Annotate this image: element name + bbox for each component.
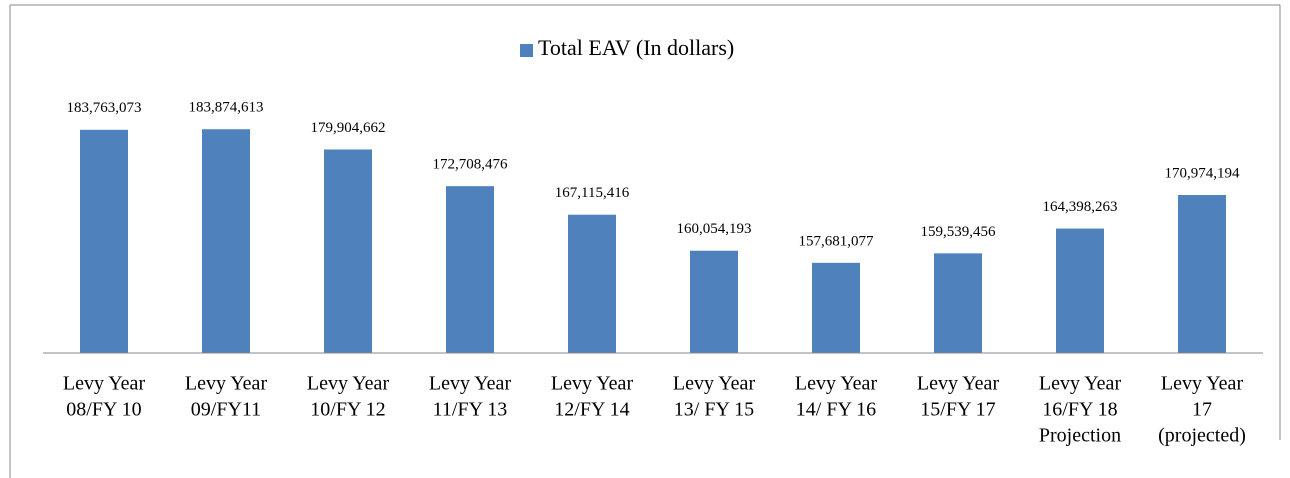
bar xyxy=(1178,195,1226,353)
x-tick-label: Levy Year xyxy=(917,373,1000,395)
value-label: 183,763,073 xyxy=(67,100,142,116)
value-label: 170,974,194 xyxy=(1165,165,1241,181)
bar xyxy=(1056,228,1104,353)
x-tick-label: Levy Year xyxy=(1039,373,1122,395)
x-tick-label: Levy Year xyxy=(429,373,512,395)
bar xyxy=(446,186,494,353)
x-tick-label: 09/FY11 xyxy=(191,399,261,421)
value-label: 179,904,662 xyxy=(311,120,386,136)
x-tick-label: 14/ FY 16 xyxy=(796,399,876,421)
x-tick-label: Levy Year xyxy=(1161,373,1244,395)
bar xyxy=(80,129,128,353)
bar xyxy=(690,250,738,353)
value-label: 172,708,476 xyxy=(433,157,509,173)
x-tick-label: Levy Year xyxy=(307,373,390,395)
x-tick-label: 16/FY 18 xyxy=(1042,399,1117,421)
x-tick-label: Levy Year xyxy=(673,373,756,395)
value-label: 159,539,456 xyxy=(921,224,997,240)
bar xyxy=(812,262,860,353)
bar xyxy=(568,214,616,353)
x-tick-label: Levy Year xyxy=(63,373,146,395)
bar xyxy=(202,129,250,353)
bar xyxy=(934,253,982,353)
x-tick-label: 11/FY 13 xyxy=(433,399,508,421)
bar xyxy=(324,149,372,353)
x-tick-label: 13/ FY 15 xyxy=(674,399,754,421)
x-tick-label: Levy Year xyxy=(185,373,268,395)
legend: Total EAV (In dollars) xyxy=(520,35,734,60)
value-label: 160,054,193 xyxy=(677,221,752,237)
x-tick-label: Projection xyxy=(1039,425,1121,447)
x-tick-label: 17 xyxy=(1192,399,1212,421)
value-label: 167,115,416 xyxy=(555,185,630,201)
legend-label: Total EAV (In dollars) xyxy=(538,35,734,60)
value-label: 157,681,077 xyxy=(799,233,875,249)
x-tick-label: 12/FY 14 xyxy=(554,399,629,421)
x-tick-label: 10/FY 12 xyxy=(310,399,385,421)
value-label: 183,874,613 xyxy=(189,100,264,116)
x-tick-label: (projected) xyxy=(1158,425,1246,447)
x-tick-label: Levy Year xyxy=(551,373,634,395)
legend-swatch xyxy=(520,44,533,57)
x-tick-label: 08/FY 10 xyxy=(66,399,141,421)
x-tick-label: 15/FY 17 xyxy=(920,399,995,421)
value-label: 164,398,263 xyxy=(1043,199,1118,215)
x-tick-label: Levy Year xyxy=(795,373,878,395)
